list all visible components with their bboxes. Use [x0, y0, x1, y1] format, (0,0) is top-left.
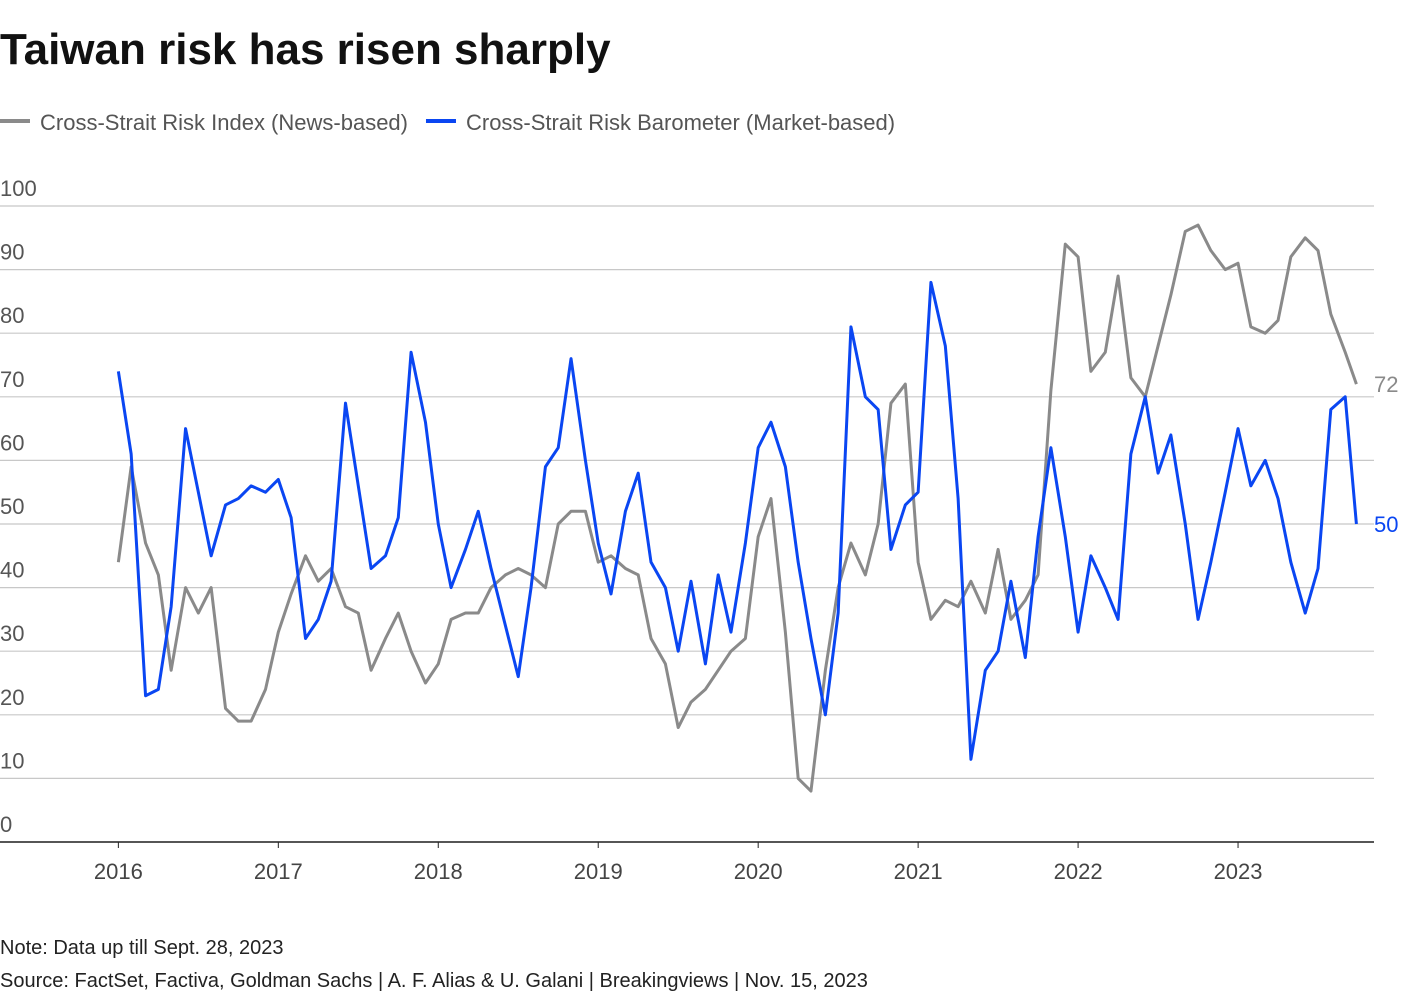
x-tick-label: 2021 — [894, 859, 943, 884]
series-line — [116, 280, 1358, 761]
y-tick-label: 10 — [0, 748, 24, 773]
x-tick-label: 2017 — [254, 859, 303, 884]
y-tick-label: 0 — [0, 812, 12, 837]
x-tick-label: 2019 — [574, 859, 623, 884]
y-tick-label: 20 — [0, 685, 24, 710]
end-label: 50 — [1374, 512, 1398, 537]
x-tick-label: 2020 — [734, 859, 783, 884]
y-tick-label: 90 — [0, 240, 24, 265]
x-tick-label: 2018 — [414, 859, 463, 884]
x-tick-label: 2016 — [94, 859, 143, 884]
chart-title: Taiwan risk has risen sharply — [0, 25, 611, 74]
series-line — [116, 223, 1358, 793]
y-tick-label: 80 — [0, 303, 24, 328]
y-tick-label: 30 — [0, 621, 24, 646]
legend-label: Cross-Strait Risk Index (News-based) — [40, 110, 408, 135]
note: Note: Data up till Sept. 28, 2023 — [0, 937, 284, 959]
legend-label: Cross-Strait Risk Barometer (Market-base… — [466, 110, 895, 135]
y-tick-label: 60 — [0, 430, 24, 455]
x-tick-label: 2023 — [1214, 859, 1263, 884]
end-label: 72 — [1374, 372, 1398, 397]
y-tick-label: 50 — [0, 494, 24, 519]
y-tick-label: 40 — [0, 558, 24, 583]
source: Source: FactSet, Factiva, Goldman Sachs … — [0, 970, 868, 992]
y-tick-label: 100 — [0, 176, 37, 201]
y-tick-label: 70 — [0, 367, 24, 392]
x-tick-label: 2022 — [1054, 859, 1103, 884]
